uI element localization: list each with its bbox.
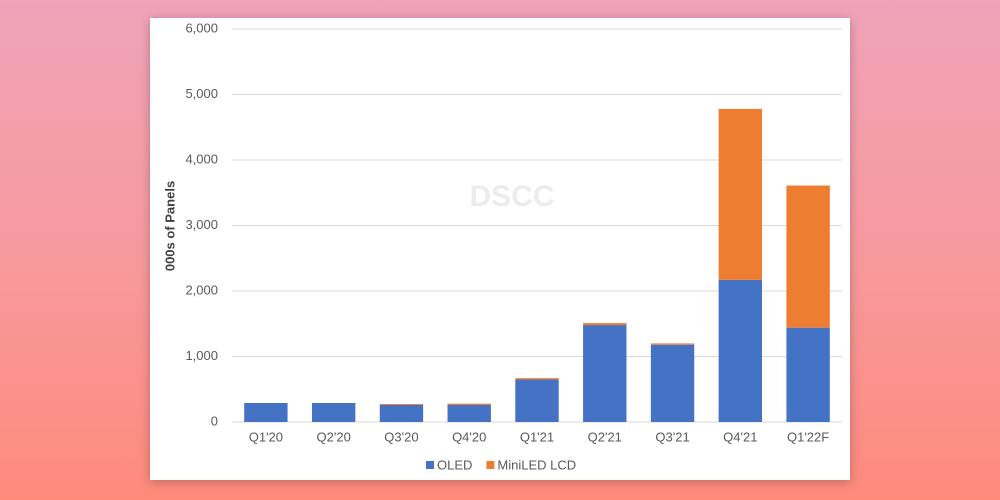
x-tick-label: Q1'22F — [787, 429, 829, 444]
x-tick-label: Q1'21 — [520, 429, 554, 444]
bar-segment — [515, 379, 559, 422]
bar-segment — [718, 108, 763, 280]
x-tick-label: Q2'20 — [317, 429, 351, 444]
bar-segment — [515, 378, 559, 380]
bar-segment — [650, 344, 695, 422]
bar-segment — [379, 403, 424, 405]
y-tick-label: 3,000 — [185, 217, 218, 232]
y-tick-label: 0 — [211, 413, 218, 428]
legend-swatch — [426, 461, 434, 469]
legend-swatch — [486, 461, 495, 469]
x-tick-label: Q1'20 — [249, 429, 283, 444]
bar-segment — [379, 404, 424, 422]
bar-segment — [447, 404, 491, 422]
watermark: DSCC — [469, 180, 554, 213]
bar-segment — [583, 323, 627, 326]
y-tick-label: 6,000 — [185, 20, 218, 35]
y-tick-label: 4,000 — [185, 151, 218, 166]
y-tick-label: 1,000 — [185, 348, 218, 363]
bar-segment — [650, 343, 695, 345]
y-tick-label: 2,000 — [185, 282, 218, 297]
bar-segment — [447, 403, 491, 405]
bar-segment — [244, 403, 288, 422]
bar-segment — [718, 279, 763, 422]
x-tick-label: Q4'21 — [723, 429, 757, 444]
bar-segment — [786, 327, 830, 422]
bar-segment — [583, 325, 627, 422]
x-tick-label: Q3'20 — [384, 429, 418, 444]
bar-segment — [786, 185, 830, 328]
x-tick-label: Q3'21 — [655, 429, 689, 444]
y-tick-label: 5,000 — [185, 86, 218, 101]
x-tick-label: Q2'21 — [588, 429, 622, 444]
y-axis-title: 000s of Panels — [162, 181, 177, 271]
bar-segment — [311, 403, 356, 422]
x-tick-label: Q4'20 — [452, 429, 486, 444]
legend-label: MiniLED LCD — [497, 457, 576, 472]
legend-label: OLED — [437, 457, 472, 472]
